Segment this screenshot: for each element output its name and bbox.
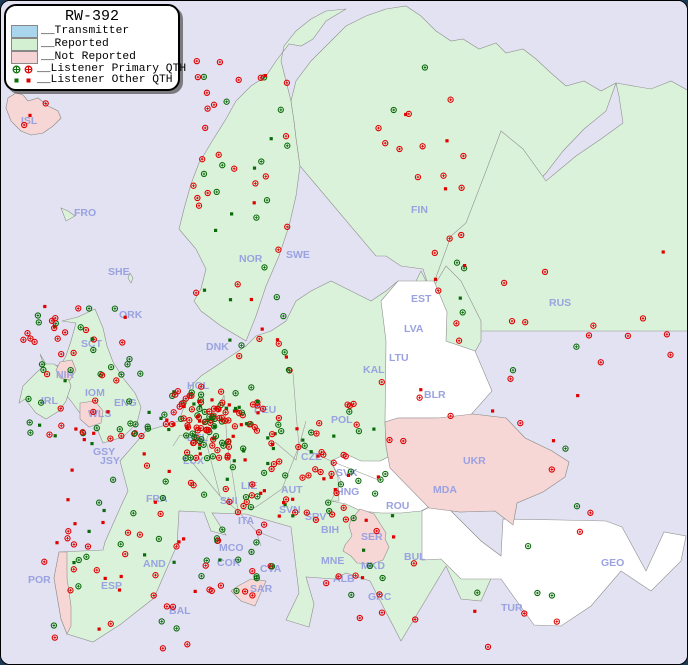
svg-text:UKR: UKR — [463, 455, 486, 467]
svg-text:ORK: ORK — [119, 309, 143, 321]
svg-text:KAL: KAL — [363, 364, 385, 376]
svg-text:SER: SER — [361, 531, 383, 543]
svg-text:MCO: MCO — [219, 542, 244, 554]
svg-text:AUT: AUT — [281, 484, 303, 496]
svg-text:JSY: JSY — [100, 455, 120, 467]
svg-text:MDA: MDA — [433, 484, 457, 496]
svg-text:EST: EST — [411, 293, 432, 305]
svg-text:NOR: NOR — [239, 253, 263, 265]
svg-text:ITA: ITA — [238, 515, 255, 527]
svg-text:SWE: SWE — [286, 249, 310, 261]
svg-text:ROU: ROU — [386, 500, 409, 512]
svg-text:BIH: BIH — [321, 524, 339, 536]
svg-text:SVK: SVK — [336, 467, 358, 479]
svg-text:FIN: FIN — [411, 204, 428, 216]
svg-text:AND: AND — [143, 558, 166, 570]
svg-text:ENG: ENG — [114, 397, 137, 409]
svg-text:HNG: HNG — [336, 486, 359, 498]
svg-text:SHE: SHE — [108, 266, 130, 278]
svg-text:DNK: DNK — [206, 341, 229, 353]
svg-text:POR: POR — [28, 574, 51, 586]
svg-text:TUR: TUR — [501, 602, 523, 614]
svg-text:IOM: IOM — [85, 387, 105, 399]
svg-text:SUI: SUI — [220, 495, 238, 507]
svg-text:GEO: GEO — [601, 557, 624, 569]
svg-text:RUS: RUS — [549, 297, 571, 309]
svg-text:LVA: LVA — [404, 323, 424, 335]
svg-text:MKD: MKD — [361, 560, 385, 572]
svg-text:LTU: LTU — [389, 352, 409, 364]
svg-text:POL: POL — [331, 414, 353, 426]
svg-text:BLR: BLR — [424, 389, 446, 401]
svg-text:MNE: MNE — [321, 555, 344, 567]
svg-text:FRO: FRO — [74, 207, 96, 219]
